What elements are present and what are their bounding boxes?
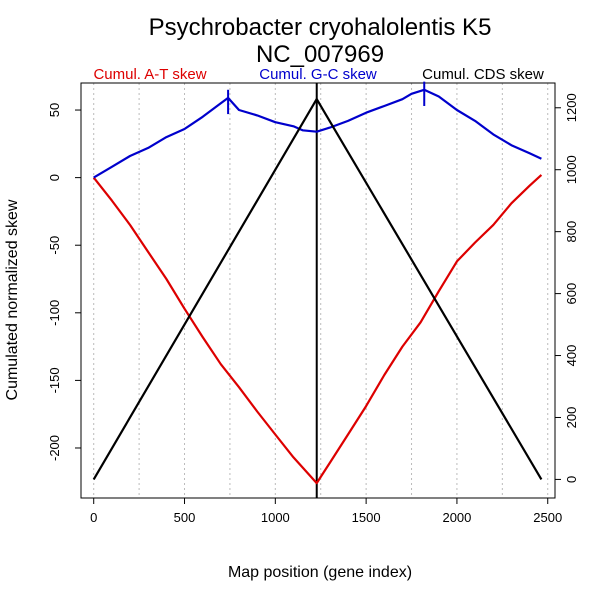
legend-cds-skew: Cumul. CDS skew: [422, 66, 544, 83]
marker-layer: [227, 81, 426, 115]
y2-tick-label-400: 400: [564, 345, 579, 367]
series-layer: [92, 83, 543, 498]
y2-tick-label-0: 0: [564, 476, 579, 483]
y-tick-label-50: 50: [47, 103, 62, 117]
axes-layer: 0 500 1000 1500 2000 2500-200-150-100-5005002…: [47, 93, 579, 525]
y-tick-label-0: 0: [47, 174, 62, 181]
series-line-2: [92, 97, 543, 480]
y-tick-label--200: -200: [47, 435, 62, 461]
series-line-0: [92, 174, 543, 485]
legend-at-skew: Cumul. A-T skew: [93, 66, 206, 83]
y-tick-label--100: -100: [47, 300, 62, 326]
y2-tick-label-800: 800: [564, 221, 579, 243]
x-axis-title: Map position (gene index): [228, 564, 412, 581]
y-tick-label--150: -150: [47, 367, 62, 393]
x-tick-label-500: 500: [174, 510, 196, 525]
chart-subtitle: NC_007969: [256, 41, 384, 68]
x-tick-label-0: 0: [90, 510, 97, 525]
x-tick-label-2500: 2500: [533, 510, 562, 525]
legend-gc-skew: Cumul. G-C skew: [259, 66, 377, 83]
x-tick-label-1000: 1000: [261, 510, 290, 525]
y-tick-label--50: -50: [47, 236, 62, 255]
grid-layer: [93, 83, 549, 498]
x-tick-label-2000: 2000: [442, 510, 471, 525]
chart-title: Psychrobacter cryohalolentis K5: [149, 14, 492, 41]
series-line-1: [93, 88, 542, 179]
y2-tick-label-600: 600: [564, 283, 579, 305]
x-tick-label-1500: 1500: [352, 510, 381, 525]
y2-tick-label-1000: 1000: [564, 155, 579, 184]
y-axis-title: Cumulated normalized skew: [4, 199, 21, 400]
y2-tick-label-200: 200: [564, 407, 579, 429]
y2-tick-label-1200: 1200: [564, 93, 579, 122]
plot-frame: [80, 82, 556, 499]
